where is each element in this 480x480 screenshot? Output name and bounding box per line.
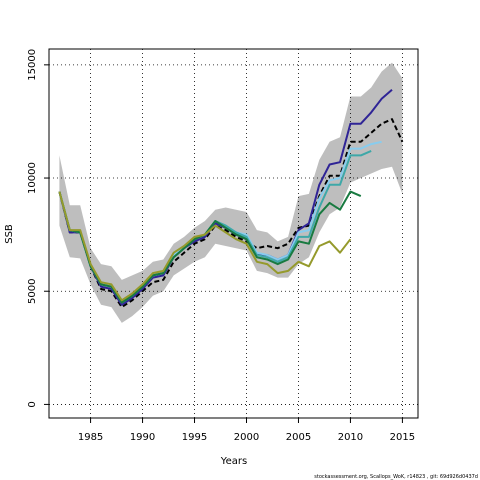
y-tick-label: 15000 <box>27 49 38 81</box>
x-tick-label: 2010 <box>338 432 363 443</box>
x-tick-label: 1990 <box>130 432 155 443</box>
y-axis-title: SSB <box>4 224 15 244</box>
y-axis: 0 5000 10000 15000 <box>27 49 49 408</box>
grid <box>49 49 418 418</box>
x-tick-label: 2015 <box>390 432 415 443</box>
series-line-6 <box>58 191 352 302</box>
x-axis-title: Years <box>220 456 247 467</box>
y-tick-label: 10000 <box>27 162 38 194</box>
x-tick-label: 1995 <box>182 432 207 443</box>
footer-note: stockassessment.org, Scallops_WoK, r1482… <box>314 474 478 480</box>
confidence-band <box>59 62 403 323</box>
plot-frame <box>48 48 419 419</box>
x-tick-label: 2000 <box>234 432 259 443</box>
y-tick-label: 0 <box>27 401 38 407</box>
x-tick-label: 2005 <box>286 432 311 443</box>
x-tick-label: 1985 <box>78 432 103 443</box>
series-lines <box>58 88 404 309</box>
y-tick-label: 5000 <box>27 279 38 304</box>
x-axis: 1985 1990 1995 2000 2005 2010 2015 <box>78 418 415 443</box>
series-line-5 <box>58 190 362 304</box>
